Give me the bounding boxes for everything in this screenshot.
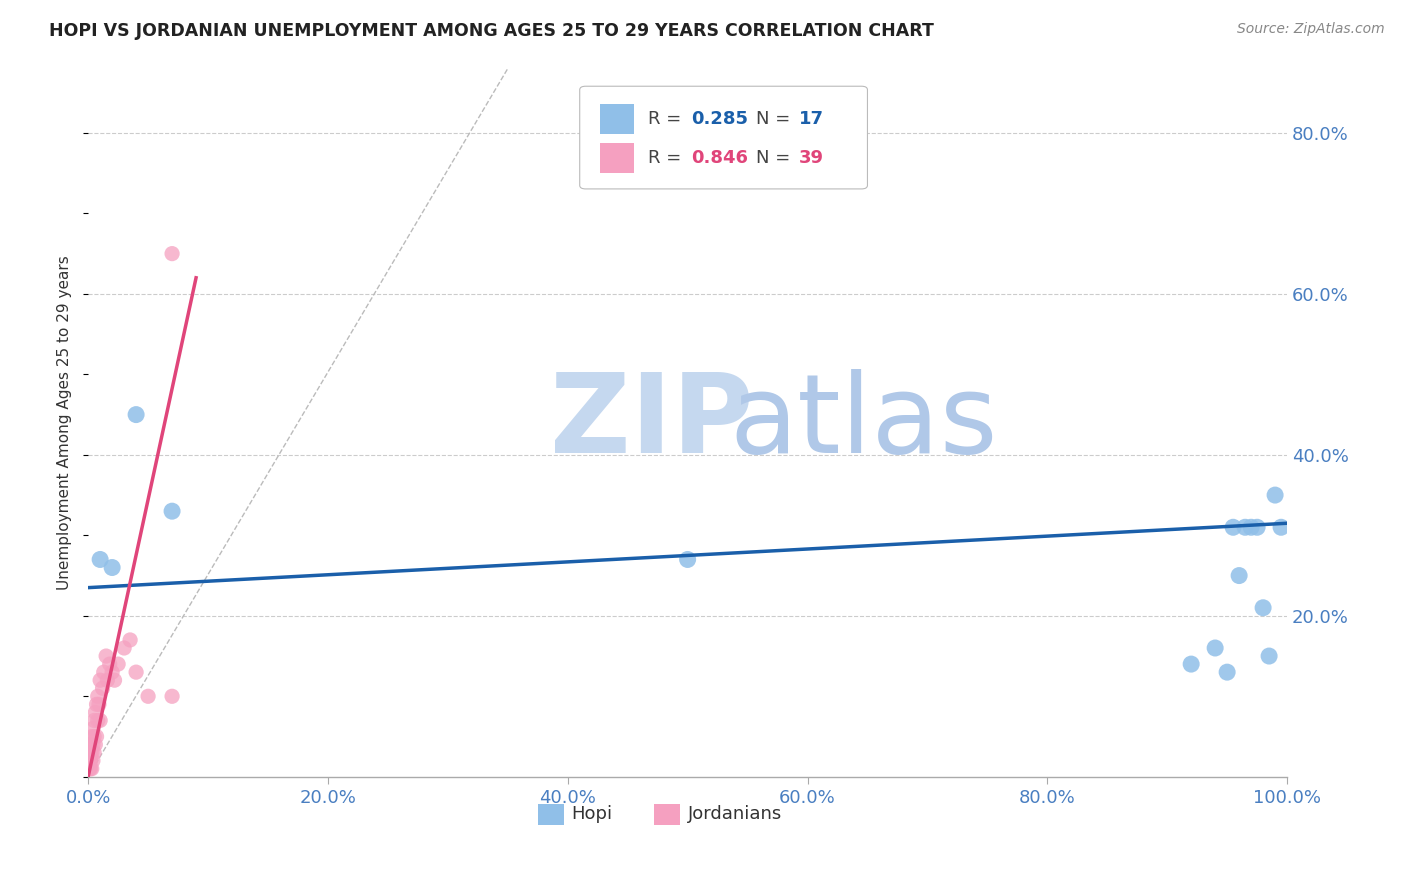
- Text: 0.285: 0.285: [692, 110, 748, 128]
- Point: [89, 552, 111, 566]
- FancyBboxPatch shape: [600, 143, 634, 173]
- Text: 39: 39: [799, 149, 824, 167]
- Text: 17: 17: [799, 110, 824, 128]
- Point: [79, 762, 101, 776]
- Point: [96, 673, 118, 688]
- Text: N =: N =: [756, 149, 796, 167]
- Point: [83, 746, 105, 760]
- Point: [82, 722, 104, 736]
- Point: [80, 730, 103, 744]
- Point: [87, 714, 110, 728]
- Text: N =: N =: [756, 110, 796, 128]
- Point: [1246, 520, 1268, 534]
- Point: [1258, 648, 1281, 663]
- Point: [1227, 568, 1250, 582]
- Point: [125, 665, 148, 680]
- Point: [160, 504, 183, 518]
- FancyBboxPatch shape: [537, 804, 564, 825]
- Point: [1240, 520, 1263, 534]
- Point: [79, 754, 101, 768]
- Point: [89, 714, 111, 728]
- Point: [120, 632, 142, 647]
- Point: [87, 690, 110, 704]
- Point: [101, 560, 124, 574]
- Point: [82, 754, 104, 768]
- Text: Hopi: Hopi: [571, 805, 613, 823]
- Point: [1234, 520, 1257, 534]
- Point: [103, 673, 125, 688]
- Point: [86, 698, 108, 712]
- Text: R =: R =: [648, 110, 688, 128]
- Point: [79, 762, 101, 776]
- Y-axis label: Unemployment Among Ages 25 to 29 years: Unemployment Among Ages 25 to 29 years: [58, 255, 72, 590]
- Point: [107, 657, 129, 672]
- Point: [79, 746, 101, 760]
- Point: [89, 673, 111, 688]
- FancyBboxPatch shape: [600, 104, 634, 134]
- Point: [112, 640, 135, 655]
- Text: Jordanians: Jordanians: [688, 805, 782, 823]
- Point: [101, 665, 124, 680]
- Point: [1270, 520, 1292, 534]
- Point: [79, 746, 101, 760]
- Point: [136, 690, 159, 704]
- Point: [84, 738, 107, 752]
- Text: atlas: atlas: [730, 369, 998, 476]
- Point: [91, 681, 114, 696]
- Point: [1264, 488, 1286, 502]
- FancyBboxPatch shape: [579, 87, 868, 189]
- Point: [93, 665, 115, 680]
- Point: [1251, 600, 1274, 615]
- Point: [1222, 520, 1244, 534]
- Point: [86, 730, 108, 744]
- Point: [160, 690, 183, 704]
- Point: [83, 730, 105, 744]
- Point: [98, 657, 121, 672]
- Text: 0.846: 0.846: [692, 149, 748, 167]
- Text: HOPI VS JORDANIAN UNEMPLOYMENT AMONG AGES 25 TO 29 YEARS CORRELATION CHART: HOPI VS JORDANIAN UNEMPLOYMENT AMONG AGE…: [49, 22, 934, 40]
- Point: [160, 246, 183, 260]
- Text: R =: R =: [648, 149, 688, 167]
- Point: [1180, 657, 1202, 672]
- Text: Source: ZipAtlas.com: Source: ZipAtlas.com: [1237, 22, 1385, 37]
- Point: [80, 762, 103, 776]
- Point: [1216, 665, 1239, 680]
- Point: [79, 738, 101, 752]
- Point: [79, 754, 101, 768]
- Point: [1204, 640, 1226, 655]
- Point: [676, 552, 699, 566]
- Point: [84, 706, 107, 720]
- Point: [82, 738, 104, 752]
- Point: [94, 648, 117, 663]
- FancyBboxPatch shape: [654, 804, 681, 825]
- Point: [83, 714, 105, 728]
- Point: [125, 408, 148, 422]
- Text: ZIP: ZIP: [550, 369, 754, 476]
- Point: [87, 698, 110, 712]
- Point: [80, 746, 103, 760]
